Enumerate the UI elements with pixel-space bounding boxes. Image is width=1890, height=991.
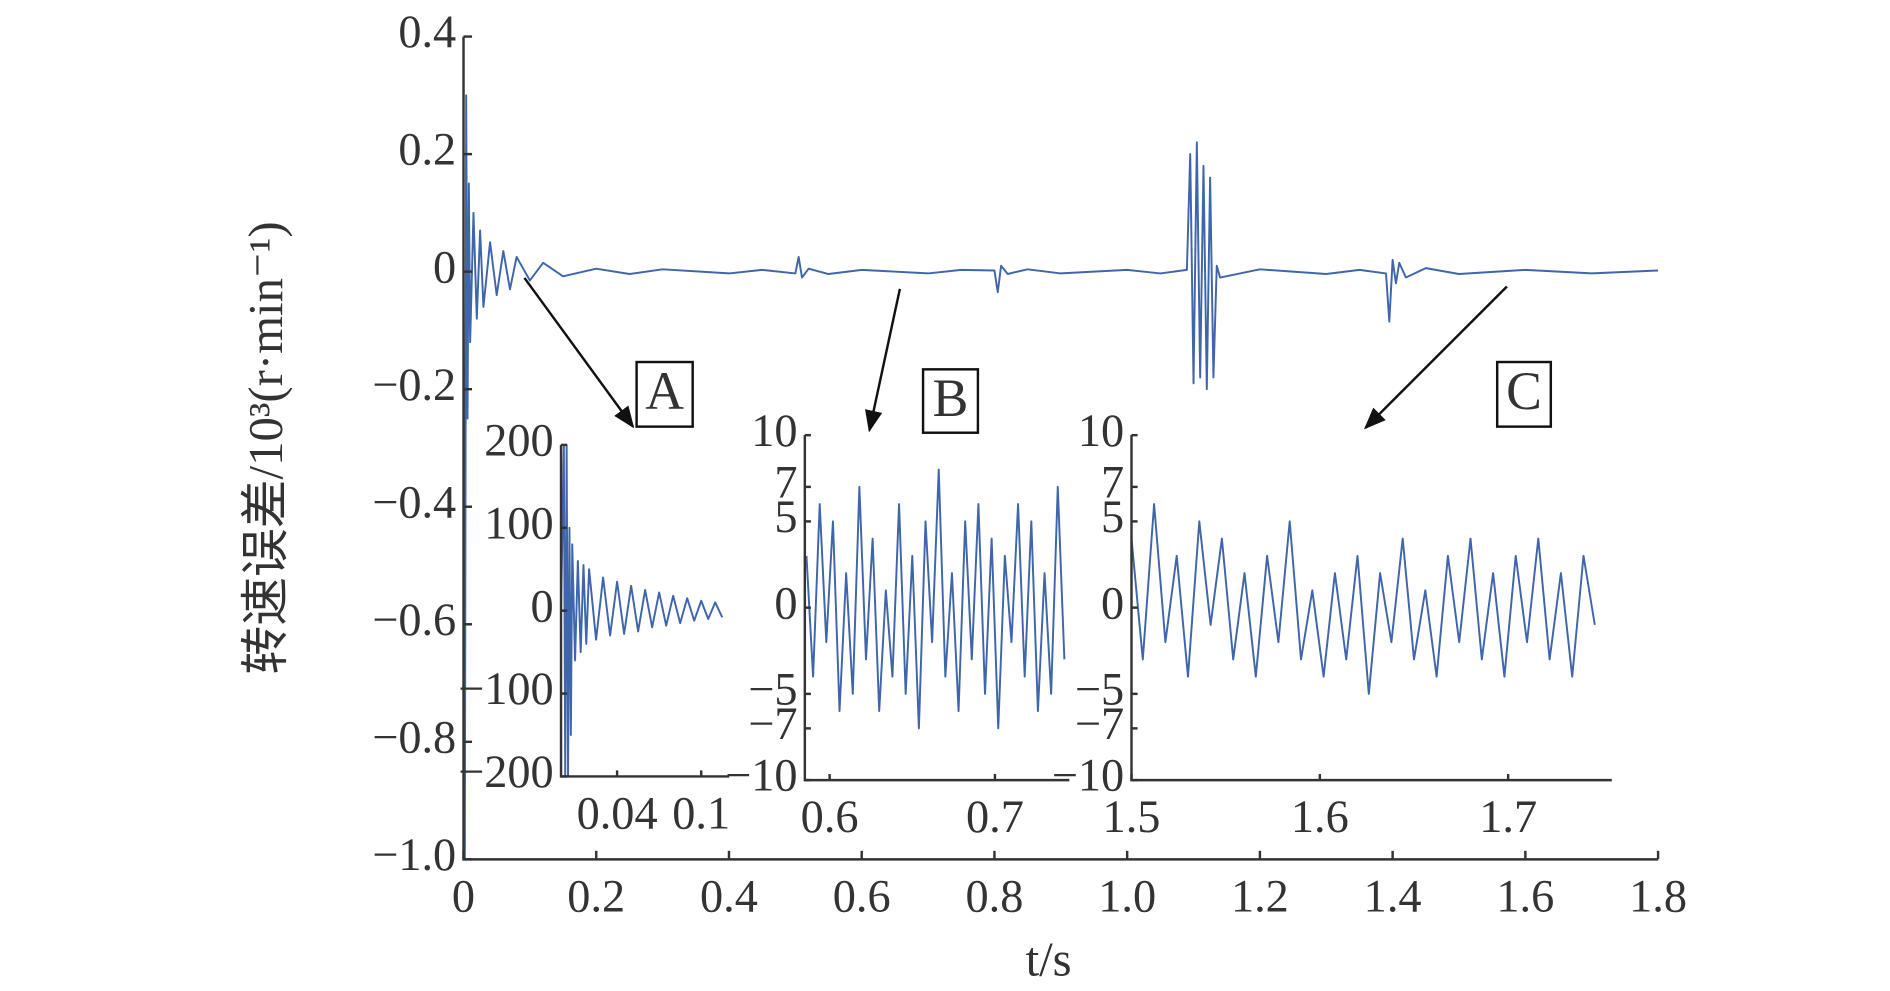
y-tick-label: −7 [748, 699, 797, 750]
y-tick-label: 0 [1101, 578, 1124, 629]
annotation-box [921, 368, 980, 434]
x-tick-label: 0.7 [966, 792, 1024, 843]
x-tick-label: 0.2 [567, 871, 625, 922]
x-tick-label: 1.2 [1231, 871, 1289, 922]
y-tick-label: 0 [433, 242, 456, 293]
y-tick-label: −1.0 [372, 830, 456, 881]
plot-area [805, 468, 1066, 730]
x-tick-label: 0.6 [801, 792, 859, 843]
data-line [463, 94, 1659, 861]
x-tick-label: 0.6 [833, 871, 891, 922]
arrow [865, 288, 902, 433]
y-tick-label: 200 [484, 416, 553, 467]
x-tick-label: 1.5 [1103, 792, 1161, 843]
y-tick-label: 10 [751, 406, 797, 457]
y-tick-label: 0.4 [398, 7, 456, 58]
y-tick-label: −7 [1075, 699, 1124, 750]
x-tick-label: 0.4 [700, 871, 758, 922]
y-tick-label: 100 [484, 498, 553, 549]
y-tick-label: 7 [1101, 458, 1124, 509]
annotation-box [1495, 360, 1553, 428]
annotation-label: C [1506, 361, 1542, 421]
x-tick-label: 1.8 [1629, 871, 1687, 922]
plot-area [1131, 503, 1596, 695]
y-tick-label: 7 [774, 458, 797, 509]
y-tick-label: −0.2 [372, 360, 456, 411]
x-tick-label: 1.6 [1496, 871, 1554, 922]
x-tick-label: 1.0 [1098, 871, 1156, 922]
arrows [523, 277, 1508, 433]
y-axis-label: 转速误差/10³(r·min⁻¹) [239, 221, 293, 674]
y-tick-label: 0 [531, 581, 554, 632]
y-tick-label: 10 [1078, 406, 1124, 457]
x-tick-label: 0.8 [965, 871, 1023, 922]
y-tick-label: −5 [1075, 665, 1124, 716]
data-line [805, 468, 1066, 730]
x-tick-label: 0.1 [672, 789, 730, 840]
inset-background [1131, 435, 1612, 781]
arrow [1363, 285, 1508, 430]
x-tick-label: 0 [452, 871, 475, 922]
x-tick-label: 1.4 [1364, 871, 1422, 922]
x-tick-label: 1.7 [1479, 792, 1537, 843]
y-tick-label: 5 [1101, 492, 1124, 543]
y-tick-label: −10 [725, 751, 797, 802]
x-axis-label: t/s [1026, 932, 1072, 986]
y-tick-label: −200 [458, 747, 554, 798]
annotation-box [635, 360, 694, 428]
y-tick-label: −0.8 [372, 712, 456, 763]
data-line [561, 443, 724, 778]
y-tick-label: −5 [748, 665, 797, 716]
x-tick-label: 0.04 [577, 789, 658, 840]
y-tick-label: 5 [774, 492, 797, 543]
y-tick-label: −100 [458, 664, 554, 715]
plot-area [463, 94, 1659, 861]
x-tick-label: 1.6 [1291, 792, 1349, 843]
inset-background [561, 444, 730, 777]
y-tick-label: −10 [1052, 751, 1124, 802]
data-line [1131, 503, 1596, 695]
y-tick-label: −0.6 [372, 595, 456, 646]
plot-area [561, 443, 724, 778]
annotation-label: A [645, 361, 684, 421]
arrow [523, 277, 635, 429]
y-tick-label: 0 [774, 578, 797, 629]
annotation-label: B [933, 368, 969, 428]
y-tick-label: 0.2 [398, 125, 456, 176]
y-tick-label: −0.4 [372, 477, 456, 528]
